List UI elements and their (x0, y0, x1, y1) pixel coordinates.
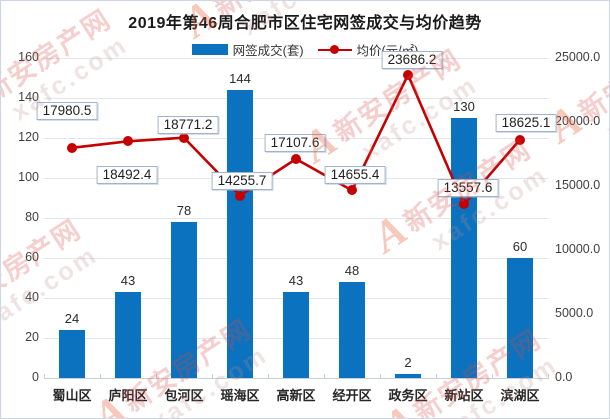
x-axis-tick-mark (155, 374, 157, 379)
bar-value-label: 43 (120, 273, 136, 288)
price-point-marker (347, 185, 357, 196)
x-axis-tick-mark (43, 374, 45, 379)
x-axis-label: 高新区 (276, 388, 316, 403)
price-value-label: 18492.4 (96, 166, 158, 185)
x-axis-tick-mark (379, 374, 381, 379)
y-axis-left-tick-label: 20 (25, 330, 39, 344)
price-point-marker (179, 132, 189, 143)
y-axis-right: 25000.0 20000.0 15000.0 10000.0 5000.0 0.0 (555, 50, 609, 384)
y-axis-right-tick-label: 10000.0 (555, 242, 601, 256)
x-axis-label: 庐阳区 (108, 388, 148, 403)
y-axis-left-tick-label: 40 (25, 290, 39, 304)
plot-area: 24 蜀山区 43 庐阳区 78 包河区 144 瑶海区 43 高新区 48 经开区 2 政务区 130 新站… (36, 50, 557, 403)
gridline (44, 58, 548, 59)
x-axis-line (44, 378, 548, 379)
bar-value-label: 60 (512, 239, 528, 254)
x-axis-tick-mark (491, 374, 493, 379)
price-point-marker (235, 190, 245, 201)
gridline (44, 178, 548, 179)
bar-6 (339, 282, 365, 378)
bar-9 (507, 258, 533, 378)
price-value-label: 13557.6 (437, 179, 499, 198)
price-line-series (71, 73, 521, 206)
y-axis-right-tick-label: 25000.0 (555, 50, 601, 64)
bar-value-label: 24 (64, 311, 80, 326)
bar-4 (227, 90, 253, 378)
y-axis-left-tick-label: 0 (32, 370, 39, 384)
price-value-label: 14255.7 (211, 171, 273, 190)
price-value-label: 17107.6 (264, 134, 326, 153)
bar-value-label: 78 (176, 203, 192, 218)
x-axis-label: 瑶海区 (220, 388, 260, 403)
price-value-label: 18625.1 (495, 113, 557, 132)
x-axis-label: 政务区 (388, 388, 428, 403)
x-axis-tick-mark (99, 374, 101, 379)
y-axis-right-tick-label: 0.0 (555, 370, 573, 384)
bar-value-label: 130 (453, 99, 475, 114)
y-axis-left-tick-label: 120 (18, 130, 39, 144)
bar-series-swatch-icon (191, 44, 228, 55)
x-axis-label: 新站区 (444, 388, 484, 403)
y-axis-left-tick-label: 80 (25, 210, 39, 224)
x-axis-tick-mark (547, 374, 549, 379)
bar-value-label: 2 (404, 355, 412, 370)
y-axis-left-tick-label: 60 (25, 250, 39, 264)
y-axis-left: 160 140 120 100 80 60 40 20 0 (1, 50, 39, 384)
x-axis-tick-mark (267, 374, 269, 379)
y-axis-right-tick-label: 5000.0 (555, 306, 594, 320)
x-axis-tick-mark (323, 374, 325, 379)
y-axis-left-tick-label: 140 (18, 90, 39, 104)
bar-8 (451, 118, 477, 378)
x-axis-tick-mark (211, 374, 213, 379)
price-value-label: 14655.4 (324, 166, 386, 185)
gridline (44, 218, 548, 219)
bar-3 (171, 222, 197, 378)
x-axis-tick-mark (435, 374, 437, 379)
bar-1 (59, 330, 85, 378)
gridline (44, 98, 548, 99)
legend-bar-label: 网签成交(套) (232, 44, 304, 58)
bar-7 (395, 374, 421, 378)
chart-title: 2019年第46周合肥市区住宅网签成交与均价趋势 (128, 15, 482, 32)
price-value-label: 18771.2 (157, 115, 219, 134)
y-axis-right-tick-label: 20000.0 (555, 114, 601, 128)
legend-item-bar: 网签成交(套) (191, 40, 304, 59)
bar-value-label: 48 (344, 263, 360, 278)
price-point-marker (291, 154, 301, 165)
price-point-marker (67, 142, 77, 153)
price-value-label: 23686.2 (381, 50, 443, 69)
line-series-marker-icon (317, 45, 352, 55)
gridline (44, 258, 548, 259)
x-axis-label: 滨湖区 (500, 388, 540, 403)
price-point-marker (403, 69, 413, 80)
y-axis-right-tick-label: 15000.0 (555, 178, 601, 192)
bar-2 (115, 292, 141, 378)
price-point-marker (459, 199, 469, 210)
price-point-marker (123, 136, 133, 147)
y-axis-left-tick-label: 160 (18, 50, 39, 64)
x-axis-label: 蜀山区 (52, 388, 92, 403)
bar-value-label: 144 (229, 71, 251, 86)
price-value-label: 17980.5 (36, 101, 98, 120)
bar-value-label: 43 (288, 273, 304, 288)
price-point-marker (515, 134, 525, 145)
x-axis-label: 经开区 (332, 388, 372, 403)
x-axis-label: 包河区 (164, 388, 204, 403)
y-axis-left-tick-label: 100 (18, 170, 39, 184)
chart-legend: 网签成交(套) 均价(元/㎡) (1, 40, 609, 59)
bar-5 (283, 292, 309, 378)
